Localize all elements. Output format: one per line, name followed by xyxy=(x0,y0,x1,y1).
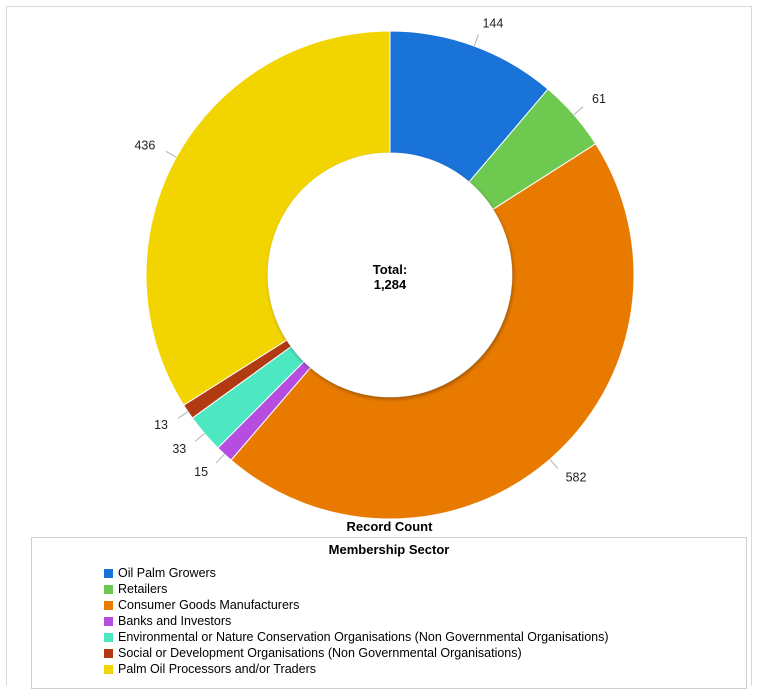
legend-label: Banks and Investors xyxy=(118,614,232,628)
legend-swatch xyxy=(104,584,113,594)
leader-line xyxy=(215,453,225,464)
center-total-value: 1,284 xyxy=(373,277,407,292)
leader-line xyxy=(473,34,479,47)
donut-hole xyxy=(268,153,512,397)
donut-chart: 144 61 582 15 33 13 436 xyxy=(134,16,635,520)
slice-value-label: 61 xyxy=(592,92,606,106)
legend-item[interactable]: Palm Oil Processors and/or Traders xyxy=(104,661,746,677)
leader-line xyxy=(195,433,205,442)
legend-item[interactable]: Social or Development Organisations (Non… xyxy=(104,645,746,661)
legend-item[interactable]: Oil Palm Growers xyxy=(104,565,746,581)
leader-line xyxy=(573,106,584,116)
legend: Membership Sector Oil Palm Growers Retail… xyxy=(31,537,747,689)
legend-item[interactable]: Retailers xyxy=(104,581,746,597)
slice-labels: 144 61 582 15 33 13 436 xyxy=(134,16,606,484)
legend-swatch xyxy=(104,568,113,578)
slice-value-label: 15 xyxy=(194,465,208,479)
legend-swatch xyxy=(104,616,113,626)
legend-label: Oil Palm Growers xyxy=(118,566,216,580)
chart-frame xyxy=(6,6,752,686)
legend-swatch xyxy=(104,648,113,658)
legend-label: Retailers xyxy=(118,582,168,596)
slice-value-label: 13 xyxy=(154,418,168,432)
leader-line xyxy=(549,459,559,469)
center-total: Total: 1,284 xyxy=(290,262,490,292)
slice-value-label: 436 xyxy=(134,139,155,153)
slice-value-label: 33 xyxy=(172,442,186,456)
legend-item[interactable]: Consumer Goods Manufacturers xyxy=(104,597,746,613)
legend-items: Oil Palm Growers Retailers Consumer Goods … xyxy=(104,565,746,677)
legend-swatch xyxy=(104,664,113,674)
legend-label: Social or Development Organisations (Non… xyxy=(118,646,522,660)
legend-title: Membership Sector xyxy=(328,542,450,557)
legend-label: Consumer Goods Manufacturers xyxy=(118,598,300,612)
slice-value-label: 582 xyxy=(566,470,587,484)
leader-lines xyxy=(165,34,584,469)
chart-title: Record Count xyxy=(346,519,433,534)
leader-line xyxy=(165,150,177,158)
legend-item[interactable]: Environmental or Nature Conservation Org… xyxy=(104,629,746,645)
donut-slices xyxy=(145,30,635,520)
center-total-label: Total: xyxy=(372,262,408,277)
slice-value-label: 144 xyxy=(482,16,503,30)
legend-swatch xyxy=(104,632,113,642)
legend-label: Palm Oil Processors and/or Traders xyxy=(118,662,316,676)
legend-swatch xyxy=(104,600,113,610)
legend-label: Environmental or Nature Conservation Org… xyxy=(118,630,609,644)
legend-item[interactable]: Banks and Investors xyxy=(104,613,746,629)
leader-line xyxy=(177,411,189,419)
